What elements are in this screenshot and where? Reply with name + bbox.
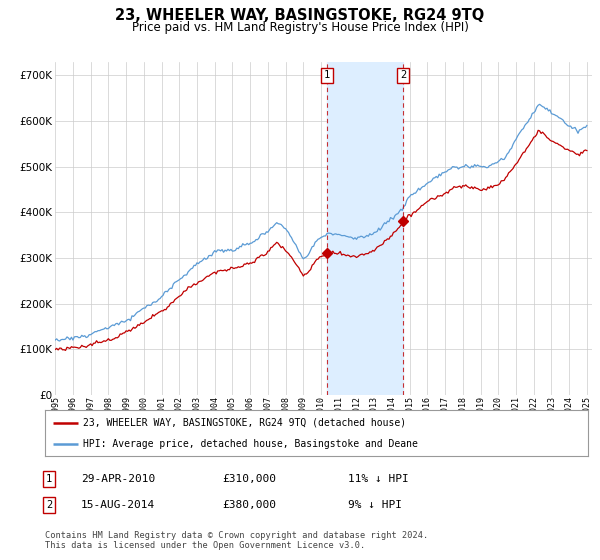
Text: £310,000: £310,000 xyxy=(222,474,276,484)
Text: Price paid vs. HM Land Registry's House Price Index (HPI): Price paid vs. HM Land Registry's House … xyxy=(131,21,469,34)
Text: 2: 2 xyxy=(400,71,406,80)
Text: 11% ↓ HPI: 11% ↓ HPI xyxy=(348,474,409,484)
Text: HPI: Average price, detached house, Basingstoke and Deane: HPI: Average price, detached house, Basi… xyxy=(83,439,418,449)
Text: Contains HM Land Registry data © Crown copyright and database right 2024.
This d: Contains HM Land Registry data © Crown c… xyxy=(45,531,428,550)
Text: 9% ↓ HPI: 9% ↓ HPI xyxy=(348,500,402,510)
Text: 23, WHEELER WAY, BASINGSTOKE, RG24 9TQ (detached house): 23, WHEELER WAY, BASINGSTOKE, RG24 9TQ (… xyxy=(83,418,406,428)
Text: 23, WHEELER WAY, BASINGSTOKE, RG24 9TQ: 23, WHEELER WAY, BASINGSTOKE, RG24 9TQ xyxy=(115,8,485,24)
Bar xyxy=(327,62,403,395)
Text: 15-AUG-2014: 15-AUG-2014 xyxy=(81,500,155,510)
Text: 29-APR-2010: 29-APR-2010 xyxy=(81,474,155,484)
Text: 2: 2 xyxy=(46,500,52,510)
Text: 1: 1 xyxy=(324,71,330,80)
Text: £380,000: £380,000 xyxy=(222,500,276,510)
Text: 1: 1 xyxy=(46,474,52,484)
